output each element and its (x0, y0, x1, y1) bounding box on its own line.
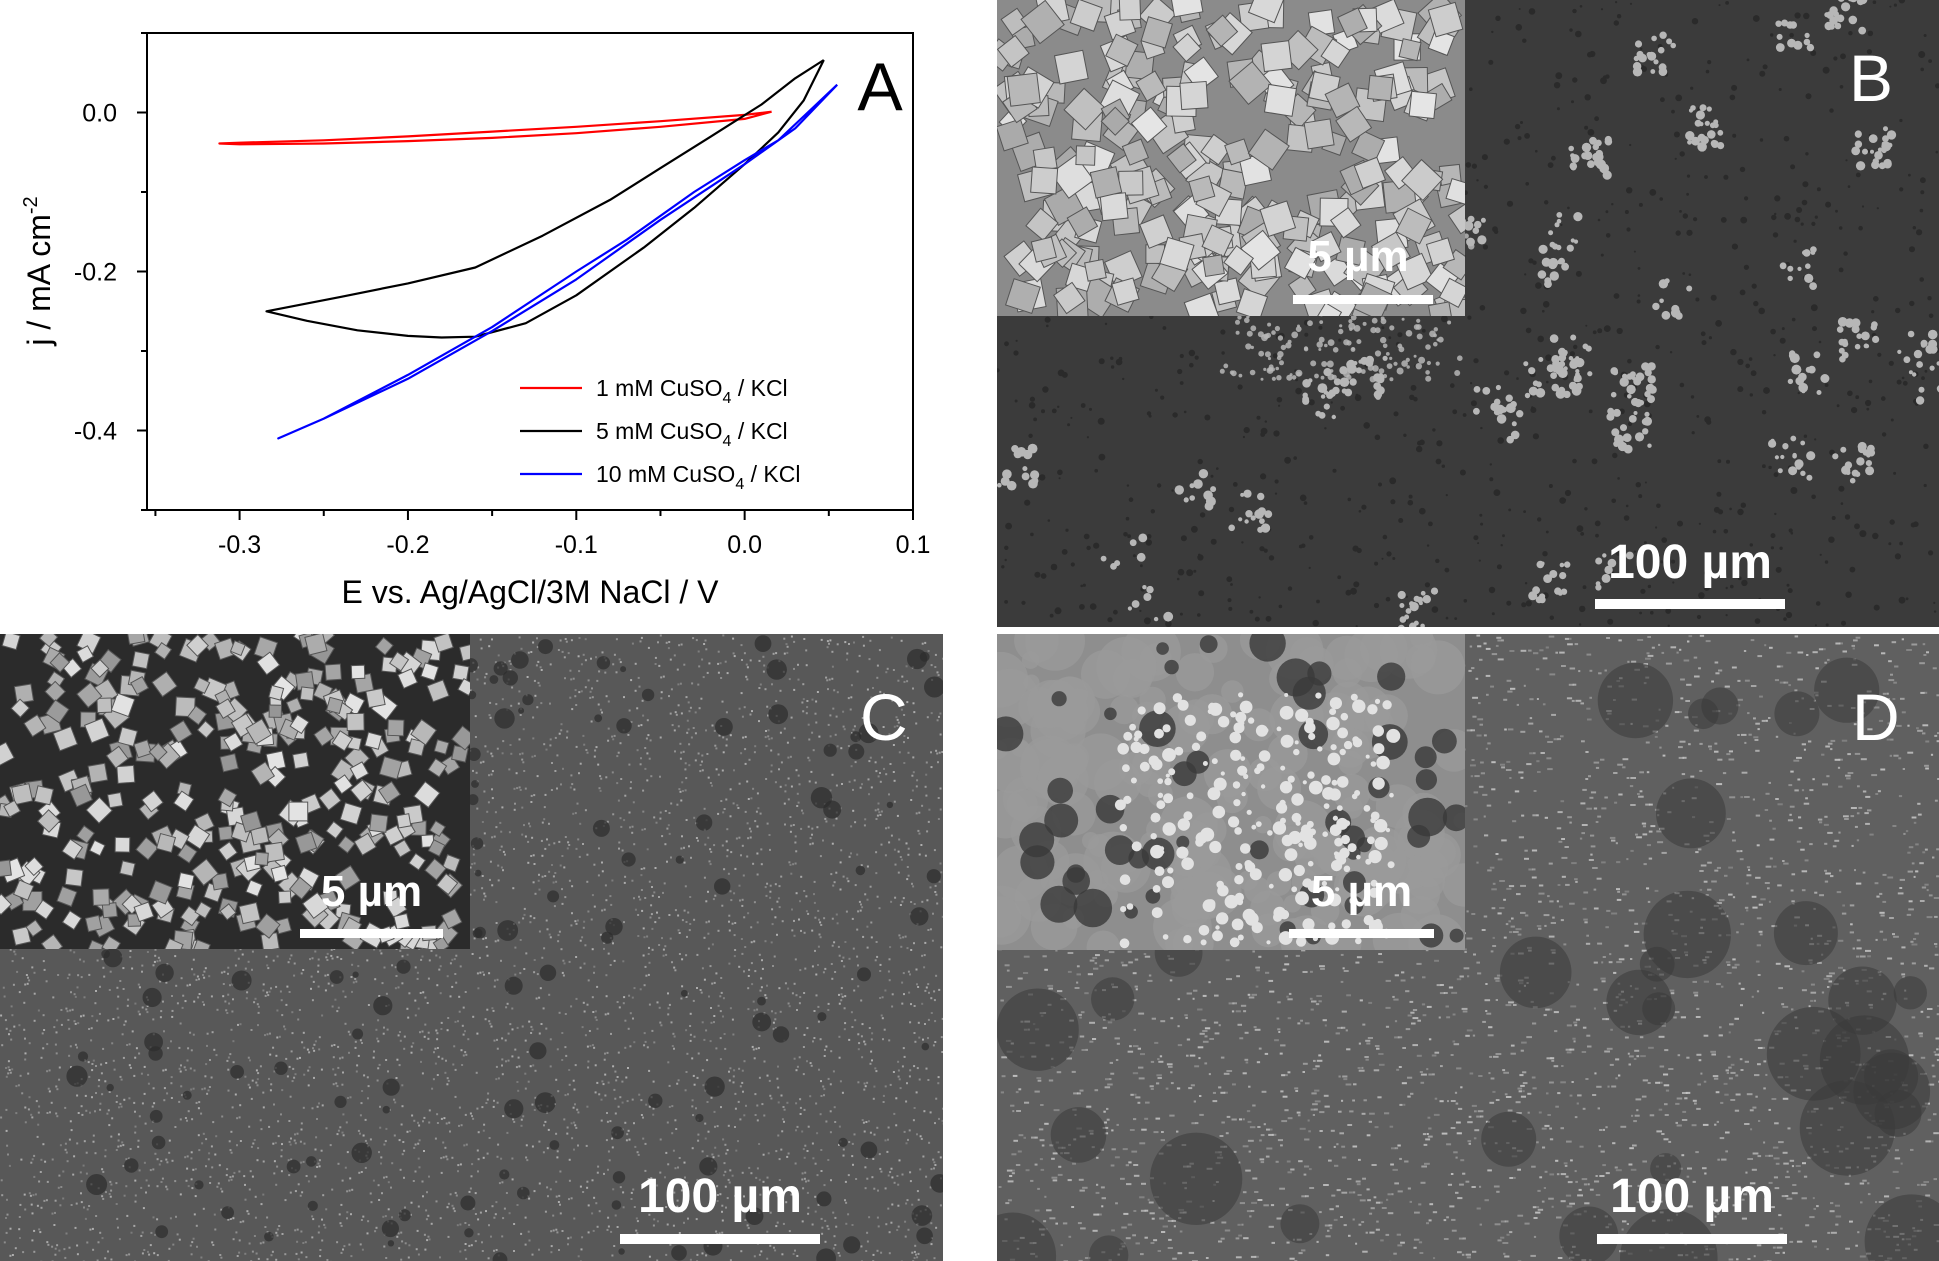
series-line-1 (218, 110, 772, 146)
legend-label-text: / KCl (744, 461, 800, 487)
inset-scale-label: 5 µm (1310, 867, 1413, 916)
sem-inset-B: 5 µm (997, 0, 1465, 316)
inset-scale-bar (300, 929, 443, 938)
legend-label-subscript: 4 (723, 433, 732, 450)
sem-inset-texture (997, 634, 1465, 950)
main-scale-label: 100 µm (1610, 1170, 1774, 1223)
legend-label-subscript: 4 (723, 390, 732, 407)
panel-letter-B: B (1849, 41, 1894, 115)
legend-label-text: 10 mM CuSO (596, 461, 735, 487)
legend-label-text: 1 mM CuSO (596, 375, 723, 401)
main-scale-bar (1595, 599, 1785, 609)
legend-label-subscript: 4 (735, 476, 744, 493)
inset-scale-bar (1289, 929, 1434, 938)
sem-inset-texture (0, 634, 470, 949)
y-tick-label: -0.4 (74, 418, 117, 446)
legend-label-text: 5 mM CuSO (596, 418, 723, 444)
y-tick-label: -0.2 (74, 259, 117, 287)
main-scale-bar (1597, 1234, 1787, 1244)
inset-scale-label: 5 µm (320, 867, 423, 916)
x-axis-label: E vs. Ag/AgCl/3M NaCl / V (341, 574, 719, 610)
legend-label-2: 5 mM CuSO4 / KCl (596, 418, 788, 450)
series-line-3 (277, 83, 838, 440)
panel-letter-D: D (1852, 680, 1900, 754)
x-tick-label: -0.2 (386, 531, 429, 559)
y-tick-label: 0.0 (82, 100, 117, 128)
x-tick-label: -0.1 (555, 531, 598, 559)
voltammogram-chart: -0.3 -0.2 -0.1 0.0 0.1 0.0 -0.2 -0.4 1 mM CuSO… (20, 32, 931, 610)
legend-label-text: / KCl (731, 375, 787, 401)
y-axis-label-main: j / mA cm (21, 214, 57, 347)
inset-scale-label: 5 µm (1307, 232, 1409, 281)
main-scale-label: 100 µm (638, 1170, 802, 1223)
sem-inset-C: 5 µm (0, 634, 470, 949)
y-axis-label-superscript: -2 (20, 196, 42, 214)
legend-label-1: 1 mM CuSO4 / KCl (596, 375, 788, 407)
series-line-2 (265, 59, 825, 339)
panel-letter-A: A (857, 49, 903, 125)
main-scale-bar (620, 1234, 820, 1244)
plot-frame (146, 32, 914, 511)
x-axis-ticks: -0.3 -0.2 -0.1 0.0 0.1 (154, 510, 931, 559)
y-axis-ticks: 0.0 -0.2 -0.4 (74, 32, 147, 511)
x-tick-label: 0.1 (896, 531, 931, 559)
sem-panel-B: 5 µm B 100 µm (997, 0, 1939, 627)
sem-inset-D: 5 µm (997, 634, 1465, 950)
sem-panel-C: 5 µm C 100 µm (0, 634, 943, 1261)
x-tick-label: -0.3 (218, 531, 261, 559)
series-layer (218, 59, 838, 440)
y-axis-label: j / mA cm-2 (20, 196, 57, 346)
inset-scale-bar (1293, 295, 1433, 304)
x-tick-label: 0.0 (727, 531, 762, 559)
legend-label-text: / KCl (731, 418, 787, 444)
sem-panel-D: 5 µm D 100 µm (997, 634, 1939, 1261)
main-scale-label: 100 µm (1608, 536, 1772, 589)
sem-inset-texture (997, 0, 1465, 316)
panel-letter-C: C (860, 680, 908, 754)
legend-label-3: 10 mM CuSO4 / KCl (596, 461, 800, 493)
